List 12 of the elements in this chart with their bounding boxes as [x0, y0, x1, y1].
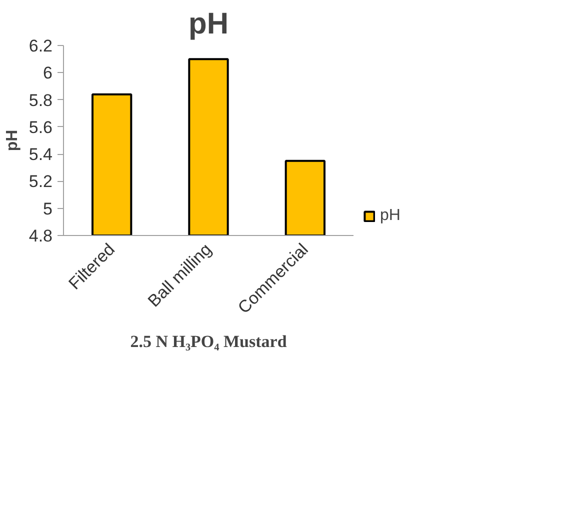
- y-tick-label: 6: [43, 64, 53, 83]
- y-axis-title: pH: [4, 130, 21, 152]
- y-tick-label: 5.8: [28, 90, 53, 110]
- y-tick-label: 5.2: [28, 172, 53, 192]
- y-tick-label: 5.6: [28, 118, 53, 137]
- y-tick-label: 5.4: [28, 145, 53, 164]
- y-tick-label: 6.2: [28, 36, 53, 56]
- legend-label: pH: [380, 207, 400, 225]
- y-tick-label: 4.8: [28, 226, 53, 246]
- y-tick-label: 5: [43, 199, 53, 218]
- chart-title: pH: [188, 8, 229, 40]
- x-axis-title: 2.5 N H₃PO₄ Mustard: [130, 332, 288, 352]
